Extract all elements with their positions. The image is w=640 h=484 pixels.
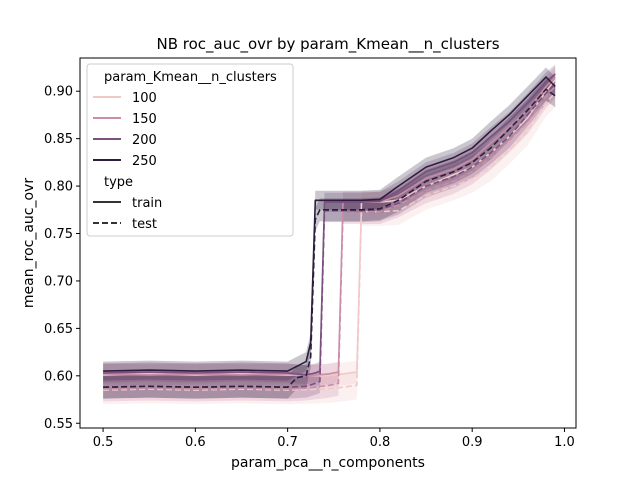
x-tick-label: 0.5 (93, 435, 114, 450)
line-250-test (103, 88, 556, 389)
line-200-train (103, 73, 556, 376)
legend-label-test: test (132, 217, 157, 232)
legend-label-train: train (132, 196, 162, 211)
y-tick-label: 0.90 (44, 85, 73, 100)
y-tick-label: 0.55 (44, 417, 73, 432)
x-tick-label: 0.8 (370, 435, 391, 450)
legend: param_Kmean__n_clusters 100 150 200 250 … (86, 63, 294, 237)
legend-label-150: 150 (132, 112, 157, 127)
legend-style-title: type (104, 175, 133, 190)
y-tick-label: 0.75 (44, 227, 73, 242)
x-tick-label: 0.7 (277, 435, 298, 450)
line-250-train (103, 76, 556, 372)
y-tick-label: 0.70 (44, 274, 73, 289)
legend-hue-title: param_Kmean__n_clusters (104, 70, 277, 85)
x-tick-label: 0.9 (462, 435, 483, 450)
legend-label-100: 100 (132, 91, 157, 106)
x-axis-label: param_pca__n_components (231, 455, 425, 471)
line-150-test (103, 85, 556, 390)
y-axis-ticks: 0.55 0.60 0.65 0.70 0.75 0.80 0.85 0.90 (44, 85, 80, 432)
y-tick-label: 0.80 (44, 180, 73, 195)
x-axis-ticks: 0.5 0.6 0.7 0.8 0.9 1.0 (93, 428, 575, 450)
y-tick-label: 0.60 (44, 369, 73, 384)
y-tick-label: 0.65 (44, 322, 73, 337)
x-tick-label: 1.0 (554, 435, 575, 450)
chart-title: NB roc_auc_ovr by param_Kmean__n_cluster… (156, 35, 499, 54)
x-tick-label: 0.6 (185, 435, 206, 450)
plot-area-frame (79, 57, 577, 429)
legend-label-200: 200 (132, 133, 157, 148)
legend-frame (86, 63, 294, 237)
series-lines (103, 73, 556, 391)
y-tick-label: 0.85 (44, 132, 73, 147)
legend-label-250: 250 (132, 154, 157, 169)
y-axis-label: mean_roc_auc_ovr (21, 178, 37, 308)
